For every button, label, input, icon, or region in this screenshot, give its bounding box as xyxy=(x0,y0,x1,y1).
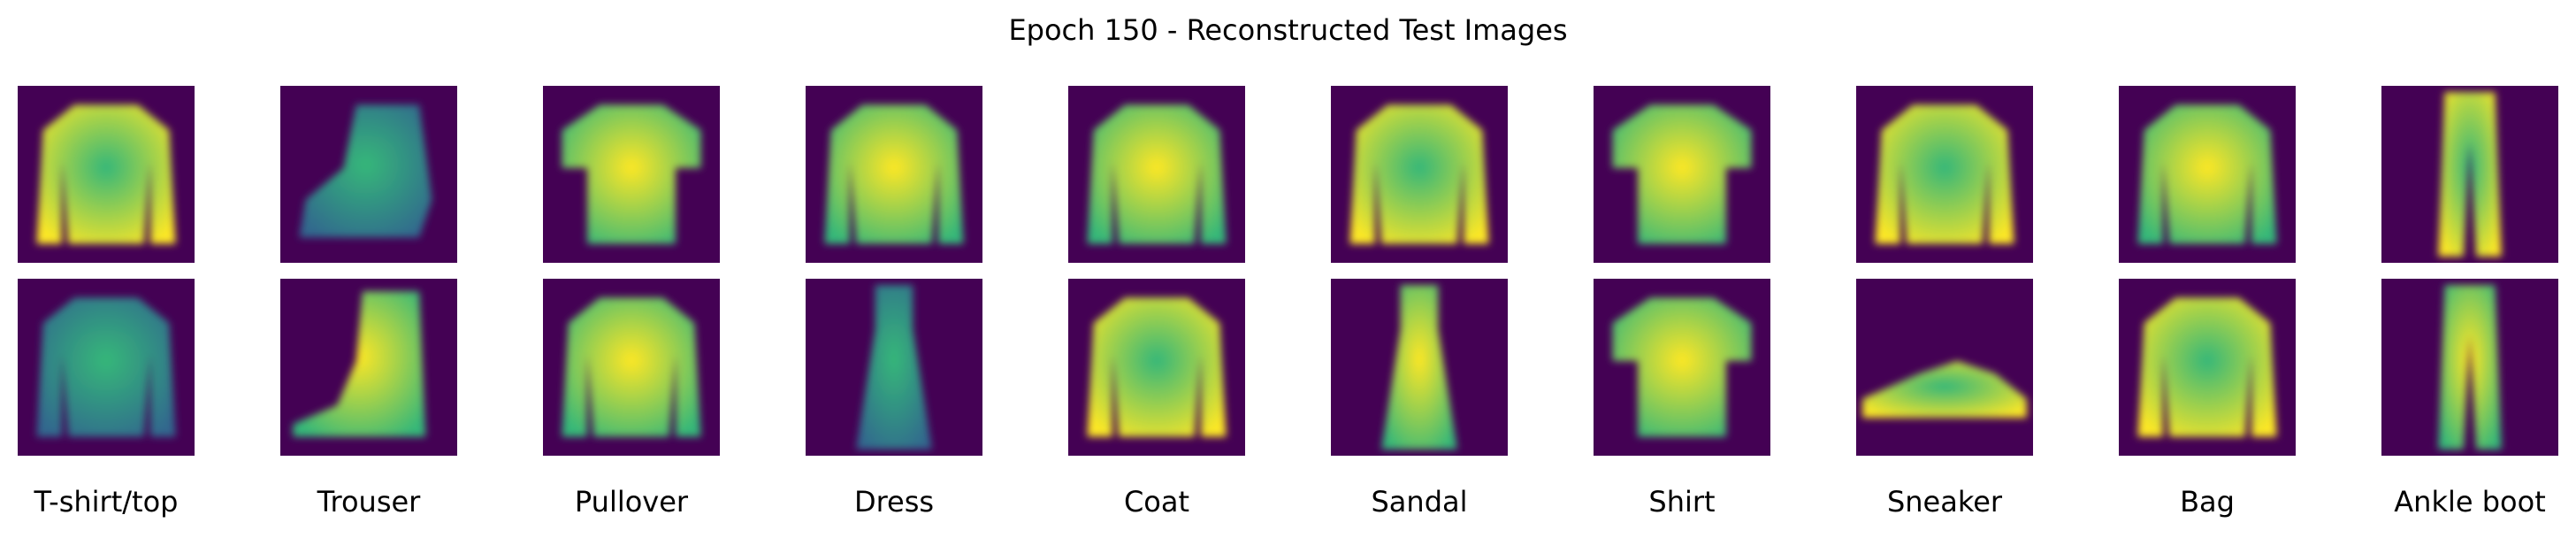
top-row-image-4 xyxy=(806,86,982,263)
top-row-image-1 xyxy=(18,86,195,263)
bottom-row-image-5 xyxy=(1068,279,1245,456)
blurred-boot-shape xyxy=(299,104,432,238)
t-shirt-shape xyxy=(562,104,701,244)
reconstructed-image-svg xyxy=(543,86,720,263)
long-sleeve-top-shape xyxy=(2137,104,2277,244)
reconstructed-image-svg xyxy=(1331,86,1508,263)
bottom-row-image-8 xyxy=(1856,279,2033,456)
class-label: Trouser xyxy=(317,485,421,519)
reconstructed-image-svg xyxy=(2119,279,2296,456)
class-label: Bag xyxy=(2180,485,2235,519)
reconstructed-image-svg xyxy=(2381,86,2558,263)
bottom-row-image-7 xyxy=(1594,279,1770,456)
reconstructed-image-svg xyxy=(806,279,982,456)
reconstructed-image-svg xyxy=(543,279,720,456)
bottom-row-image-6 xyxy=(1331,279,1508,456)
dress-shape xyxy=(856,285,932,450)
long-sleeve-top-shape xyxy=(36,297,176,437)
trousers-shape xyxy=(2438,92,2502,257)
reconstructed-image-svg xyxy=(2119,86,2296,263)
bottom-row-image-2 xyxy=(280,279,457,456)
long-sleeve-top-shape xyxy=(2137,297,2277,437)
sneaker-shape xyxy=(1862,360,2027,419)
class-label: T-shirt/top xyxy=(34,485,179,519)
long-sleeve-top-shape xyxy=(1087,104,1227,244)
reconstructed-image-svg xyxy=(806,86,982,263)
reconstructed-image-svg xyxy=(1068,279,1245,456)
top-row-image-7 xyxy=(1594,86,1770,263)
bottom-row-image-4 xyxy=(806,279,982,456)
class-label: Sandal xyxy=(1371,485,1468,519)
top-row-image-6 xyxy=(1331,86,1508,263)
long-sleeve-top-shape xyxy=(562,297,701,437)
bottom-row-image-3 xyxy=(543,279,720,456)
top-row-image-8 xyxy=(1856,86,2033,263)
reconstructed-image-svg xyxy=(1856,86,2033,263)
reconstructed-image-svg xyxy=(280,86,457,263)
top-row-image-9 xyxy=(2119,86,2296,263)
reconstructed-image-svg xyxy=(18,86,195,263)
reconstructed-image-svg xyxy=(280,279,457,456)
top-row-image-3 xyxy=(543,86,720,263)
long-sleeve-top-shape xyxy=(824,104,964,244)
bottom-row-image-1 xyxy=(18,279,195,456)
top-row-image-10 xyxy=(2381,86,2558,263)
reconstructed-image-svg xyxy=(1594,279,1770,456)
long-sleeve-top-shape xyxy=(36,104,176,244)
trousers-shape xyxy=(2438,285,2502,450)
top-row-image-5 xyxy=(1068,86,1245,263)
t-shirt-shape xyxy=(1612,104,1752,244)
class-label: Sneaker xyxy=(1886,485,2003,519)
t-shirt-shape xyxy=(1612,297,1752,437)
ankle-boot-shape xyxy=(293,291,426,437)
bottom-row-image-9 xyxy=(2119,279,2296,456)
long-sleeve-top-shape xyxy=(1087,297,1227,437)
long-sleeve-top-shape xyxy=(1875,104,2014,244)
top-row-image-2 xyxy=(280,86,457,263)
class-label: Ankle boot xyxy=(2394,485,2546,519)
class-label: Pullover xyxy=(574,485,689,519)
reconstructed-image-svg xyxy=(1331,279,1508,456)
bottom-row-image-10 xyxy=(2381,279,2558,456)
dress-shape xyxy=(1381,285,1457,450)
reconstructed-image-svg xyxy=(1594,86,1770,263)
reconstructed-image-svg xyxy=(1856,279,2033,456)
class-label: Shirt xyxy=(1648,485,1716,519)
reconstructed-image-svg xyxy=(1068,86,1245,263)
reconstructed-image-svg xyxy=(18,279,195,456)
long-sleeve-top-shape xyxy=(1349,104,1489,244)
figure-title: Epoch 150 - Reconstructed Test Images xyxy=(1008,13,1568,47)
reconstructed-image-svg xyxy=(2381,279,2558,456)
class-label: Coat xyxy=(1123,485,1190,519)
class-label: Dress xyxy=(853,485,935,519)
